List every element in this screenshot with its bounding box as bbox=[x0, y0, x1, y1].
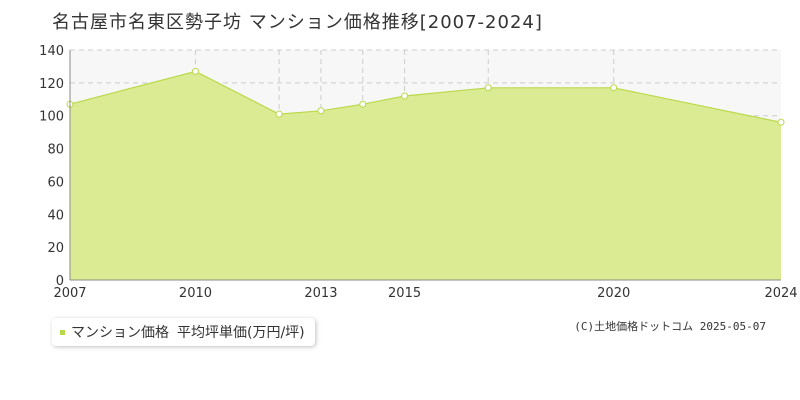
x-tick-label: 2013 bbox=[304, 286, 337, 301]
data-point bbox=[484, 84, 492, 92]
legend-series-label: マンション価格 bbox=[71, 325, 169, 341]
y-tick-label: 120 bbox=[39, 77, 64, 92]
x-tick-label: 2020 bbox=[597, 286, 630, 301]
legend-unit-label: 平均坪単価(万円/坪) bbox=[177, 325, 305, 341]
data-point bbox=[317, 107, 325, 115]
y-tick-label: 100 bbox=[39, 110, 64, 125]
data-point bbox=[401, 92, 409, 100]
data-point bbox=[610, 84, 618, 92]
y-tick-label: 20 bbox=[47, 241, 64, 256]
marker-layer bbox=[66, 67, 785, 126]
legend: マンション価格 平均坪単価(万円/坪) bbox=[52, 318, 315, 346]
y-tick-label: 60 bbox=[47, 175, 64, 190]
x-tick-label: 2007 bbox=[53, 286, 86, 301]
data-point bbox=[191, 67, 199, 75]
axis-layer bbox=[69, 50, 781, 281]
data-point bbox=[275, 110, 283, 118]
x-tick-label: 2015 bbox=[388, 286, 421, 301]
x-tick-label: 2024 bbox=[764, 286, 797, 301]
y-tick-label: 140 bbox=[39, 44, 64, 59]
copyright-notice: (C)土地価格ドットコム 2025-05-07 bbox=[574, 320, 766, 333]
y-tick-label: 0 bbox=[56, 274, 64, 289]
x-tick-label: 2010 bbox=[179, 286, 212, 301]
series-area bbox=[70, 71, 781, 281]
legend-swatch bbox=[60, 329, 65, 335]
y-tick-label: 40 bbox=[47, 208, 64, 223]
label-layer: 0 20 40 60 80 100 120 140 2007 2010 2013 2015 2020 20… bbox=[39, 44, 797, 301]
chart-title: 名古屋市名東区勢子坊 マンション価格推移[2007-2024] bbox=[52, 12, 543, 33]
data-point bbox=[359, 100, 367, 108]
data-point bbox=[777, 118, 785, 126]
y-tick-label: 80 bbox=[47, 143, 64, 158]
